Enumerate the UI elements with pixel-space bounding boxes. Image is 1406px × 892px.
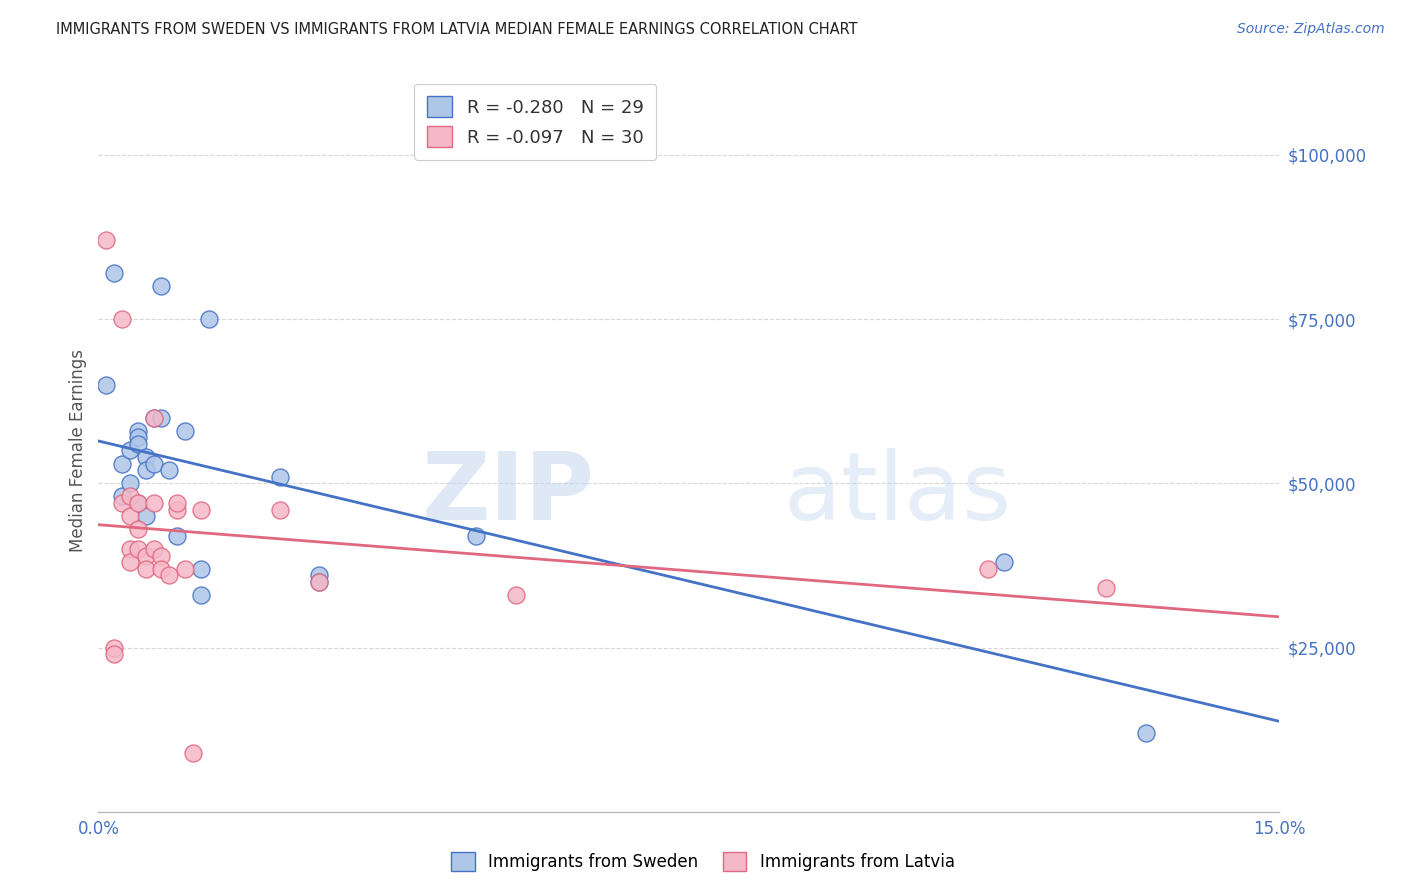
Point (174, 562, 197, 576)
Point (166, 502, 188, 516)
Point (135, 463, 157, 477)
Point (977, 562, 1000, 576)
Point (166, 496, 188, 510)
Point (308, 574, 330, 589)
Point (118, 555, 141, 569)
Point (142, 457, 165, 471)
Point (118, 490, 141, 504)
Point (135, 450, 157, 464)
Point (118, 541, 141, 556)
Point (103, 647, 125, 661)
Point (505, 588, 527, 602)
Point (197, 312, 219, 326)
Point (269, 502, 291, 516)
Point (157, 463, 180, 477)
Point (465, 529, 488, 543)
Point (181, 746, 204, 760)
Point (127, 541, 149, 556)
Point (111, 312, 134, 326)
Legend: Immigrants from Sweden, Immigrants from Latvia: Immigrants from Sweden, Immigrants from … (443, 843, 963, 880)
Point (127, 496, 149, 510)
Point (174, 424, 197, 438)
Point (142, 541, 165, 556)
Point (166, 529, 188, 543)
Legend: R = -0.280   N = 29, R = -0.097   N = 30: R = -0.280 N = 29, R = -0.097 N = 30 (415, 84, 657, 160)
Text: ZIP: ZIP (422, 448, 595, 540)
Point (127, 496, 149, 510)
Point (127, 437, 149, 451)
Point (111, 457, 134, 471)
Point (142, 410, 165, 425)
Point (96, 233, 118, 247)
Point (1095, 582, 1118, 596)
Point (127, 424, 149, 438)
Text: atlas: atlas (783, 448, 1012, 540)
Point (190, 588, 212, 602)
Point (308, 574, 330, 589)
Point (142, 496, 165, 510)
Point (111, 490, 134, 504)
Point (157, 568, 180, 582)
Point (150, 410, 173, 425)
Point (269, 469, 291, 483)
Point (127, 430, 149, 444)
Point (103, 640, 125, 655)
Point (150, 562, 173, 576)
Point (993, 555, 1015, 569)
Point (118, 443, 141, 458)
Point (96, 377, 118, 392)
Point (127, 522, 149, 536)
Text: IMMIGRANTS FROM SWEDEN VS IMMIGRANTS FROM LATVIA MEDIAN FEMALE EARNINGS CORRELAT: IMMIGRANTS FROM SWEDEN VS IMMIGRANTS FRO… (56, 22, 858, 37)
Point (1135, 726, 1157, 740)
Point (150, 549, 173, 563)
Point (308, 568, 330, 582)
Point (103, 266, 125, 280)
Point (135, 562, 157, 576)
Point (150, 279, 173, 293)
Text: Source: ZipAtlas.com: Source: ZipAtlas.com (1237, 22, 1385, 37)
Point (142, 410, 165, 425)
Point (190, 562, 212, 576)
Point (118, 476, 141, 491)
Point (190, 502, 212, 516)
Point (135, 549, 157, 563)
Point (135, 509, 157, 524)
Y-axis label: Median Female Earnings: Median Female Earnings (69, 349, 87, 552)
Point (111, 496, 134, 510)
Point (118, 509, 141, 524)
